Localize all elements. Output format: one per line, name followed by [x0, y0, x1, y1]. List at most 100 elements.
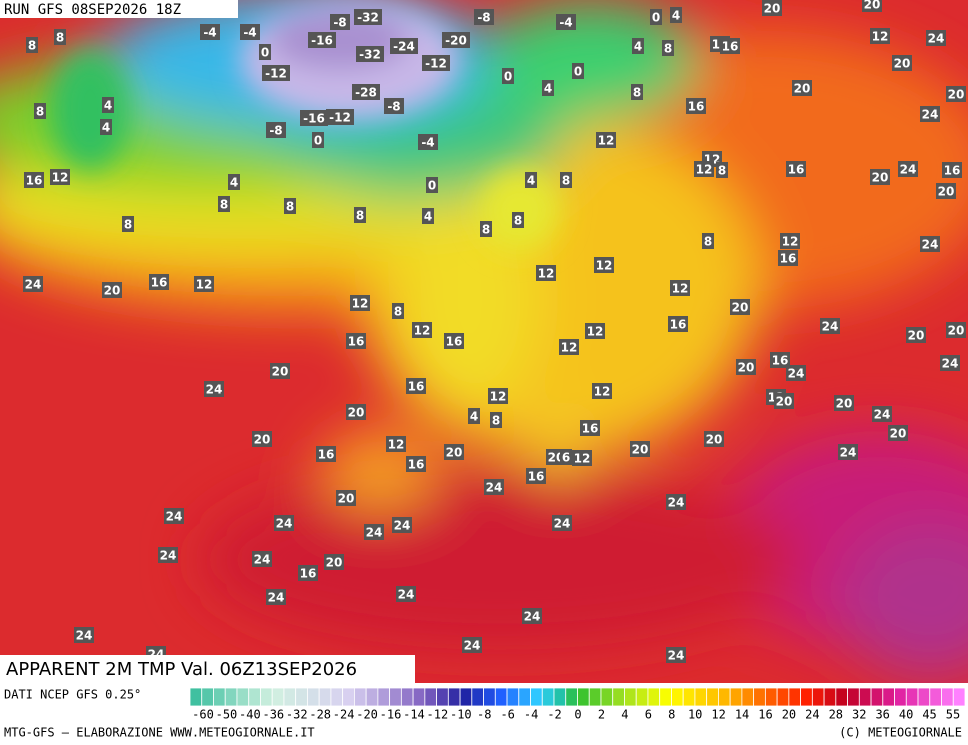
legend-cell — [494, 687, 508, 707]
legend-label: -24 — [333, 708, 355, 722]
temp-label: 24 — [166, 510, 183, 524]
legend-cell — [941, 687, 954, 707]
label-box — [34, 103, 46, 119]
legend-cell — [412, 687, 426, 707]
legend-cell — [929, 687, 942, 707]
temp-label: -8 — [333, 16, 346, 30]
legend-cell — [847, 687, 860, 707]
label-box — [892, 55, 912, 71]
temp-label: 12 — [672, 282, 689, 296]
label-box — [556, 14, 576, 30]
label-box — [422, 55, 450, 71]
label-box — [346, 333, 366, 349]
legend-label: 0 — [574, 708, 581, 722]
legend-cell — [952, 687, 966, 707]
label-box — [354, 9, 382, 25]
label-box — [354, 207, 366, 223]
temp-label: 24 — [942, 357, 959, 371]
temp-label: 16 — [772, 354, 789, 368]
color-legend: -60 -50 -40 -36 -32 -28 -24 -20 -16 -14 -12 -10 -8 -6… — [189, 687, 966, 722]
map-title: APPARENT 2M TMP Val. 06Z13SEP2026 — [6, 659, 357, 680]
label-box — [100, 119, 112, 135]
temp-label: -8 — [387, 100, 400, 114]
temp-label: 0 — [652, 11, 660, 25]
temp-label: -32 — [359, 48, 381, 62]
temp-label: 24 — [398, 588, 415, 602]
label-box — [252, 431, 272, 447]
temp-label: -12 — [425, 57, 447, 71]
label-box — [350, 295, 370, 311]
legend-cell — [330, 687, 344, 707]
label-box — [512, 212, 524, 228]
label-box — [468, 408, 480, 424]
legend-label: 24 — [805, 708, 819, 722]
label-box — [252, 551, 272, 567]
label-box — [324, 554, 344, 570]
legend-cell — [753, 687, 766, 707]
legend-cell — [389, 687, 402, 707]
temp-label: 20 — [254, 433, 271, 447]
temp-label: -12 — [329, 111, 351, 125]
label-box — [364, 524, 384, 540]
temp-label: -8 — [269, 124, 282, 138]
temp-label: 16 — [582, 422, 599, 436]
temp-label: 24 — [254, 553, 271, 567]
label-box — [444, 444, 464, 460]
run-box — [0, 0, 238, 18]
temp-label: 8 — [124, 218, 132, 232]
temp-label: 8 — [664, 42, 672, 56]
temp-label: 24 — [394, 519, 411, 533]
legend-label: 36 — [875, 708, 889, 722]
temp-label: 20 — [272, 365, 289, 379]
temp-label: 16 — [408, 380, 425, 394]
temp-label: 16 — [528, 470, 545, 484]
legend-cell — [835, 687, 848, 707]
label-box — [23, 276, 43, 292]
temp-label: 4 — [104, 99, 112, 113]
temp-label: 24 — [524, 610, 541, 624]
legend-cell — [682, 687, 696, 707]
label-box — [298, 565, 318, 581]
temp-label: 0 — [574, 65, 582, 79]
temp-label: 16 — [670, 318, 687, 332]
label-box — [74, 627, 94, 643]
temp-label: 4 — [634, 40, 642, 54]
temp-label: 4 — [424, 210, 432, 224]
legend-cell — [647, 687, 661, 707]
temp-label: 24 — [788, 367, 805, 381]
temp-label: 24 — [554, 517, 571, 531]
label-box — [686, 98, 706, 114]
label-box — [418, 134, 438, 150]
temp-label: 16 — [408, 458, 425, 472]
temp-label: 16 — [318, 448, 335, 462]
label-box — [838, 444, 858, 460]
legend-label: -4 — [524, 708, 538, 722]
temp-label: 24 — [464, 639, 481, 653]
label-box — [149, 274, 169, 290]
label-box — [720, 38, 740, 54]
label-box — [730, 299, 750, 315]
legend-cell — [600, 687, 614, 707]
temp-label: 8 — [220, 198, 228, 212]
label-box — [536, 265, 556, 281]
legend-label: 2 — [598, 708, 605, 722]
temp-label: 20 — [864, 0, 881, 12]
temp-label: 20 — [890, 427, 907, 441]
temp-label: 20 — [632, 443, 649, 457]
label-box — [26, 37, 38, 53]
legend-label: 45 — [922, 708, 936, 722]
temp-label: 24 — [486, 481, 503, 495]
label-box — [316, 446, 336, 462]
temp-label: 8 — [633, 86, 641, 100]
temp-label: 12 — [414, 324, 431, 338]
temp-label: -4 — [559, 16, 572, 30]
label-box — [774, 393, 794, 409]
temp-label: 20 — [908, 329, 925, 343]
label-box — [670, 280, 690, 296]
temp-label: 12 — [196, 278, 213, 292]
temp-label: 20 — [738, 361, 755, 375]
temp-label: 24 — [928, 32, 945, 46]
legend-cell — [694, 687, 708, 707]
temp-label: 20 — [338, 492, 355, 506]
legend-label: 10 — [688, 708, 702, 722]
